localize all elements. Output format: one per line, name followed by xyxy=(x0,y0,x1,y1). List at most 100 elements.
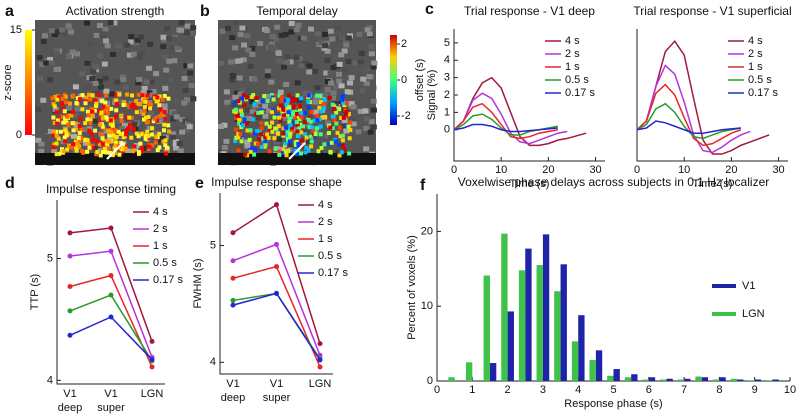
bar xyxy=(501,233,508,381)
activation-voxel xyxy=(83,101,88,106)
colorbar-tick-label: 15 xyxy=(10,24,22,36)
brain-texture xyxy=(305,122,312,128)
brain-texture xyxy=(328,80,335,86)
bar xyxy=(730,378,738,381)
brain-texture xyxy=(53,51,60,57)
x-tick-label: 6 xyxy=(646,384,652,396)
legend-label: 2 s xyxy=(318,216,333,228)
brain-texture xyxy=(338,83,345,89)
bar xyxy=(624,377,632,381)
brain-texture xyxy=(94,90,101,96)
chart-title: Trial response - V1 superficial xyxy=(633,4,791,18)
activation-voxel xyxy=(162,109,167,114)
activation-voxel xyxy=(167,129,172,134)
brain-texture xyxy=(285,142,292,148)
activation-voxel xyxy=(315,113,320,118)
activation-voxel xyxy=(155,118,160,123)
activation-voxel xyxy=(93,128,98,133)
activation-voxel xyxy=(312,118,317,123)
brain-texture xyxy=(355,129,362,135)
activation-voxel xyxy=(153,134,158,139)
activation-voxel xyxy=(54,133,59,138)
brain-texture xyxy=(368,44,375,50)
activation-voxel xyxy=(54,110,59,115)
x-tick-label: 9 xyxy=(752,384,758,396)
brain-texture xyxy=(255,99,262,105)
brain-texture xyxy=(148,111,155,117)
activation-voxel xyxy=(99,110,104,115)
bar xyxy=(518,270,526,381)
panel-letter: a xyxy=(5,3,14,20)
activation-voxel xyxy=(257,129,262,134)
brain-texture xyxy=(171,110,178,116)
activation-voxel xyxy=(136,92,141,97)
brain-texture xyxy=(115,43,122,49)
series-line xyxy=(636,120,741,134)
activation-voxel xyxy=(331,106,336,111)
brain-texture xyxy=(84,60,91,66)
brain-texture xyxy=(104,43,111,49)
brain-texture xyxy=(164,26,171,32)
brain-texture xyxy=(135,80,142,86)
activation-voxel xyxy=(294,111,299,116)
activation-voxel xyxy=(121,135,126,140)
activation-voxel xyxy=(128,122,133,127)
point xyxy=(67,284,73,290)
activation-voxel xyxy=(51,145,56,150)
activation-voxel xyxy=(75,96,80,101)
activation-voxel xyxy=(286,98,291,103)
point xyxy=(149,357,155,363)
brain-texture xyxy=(295,94,302,100)
brain-texture xyxy=(160,34,167,40)
brain-texture xyxy=(344,103,351,109)
brain-texture xyxy=(38,141,45,147)
activation-voxel xyxy=(236,99,241,104)
activation-voxel xyxy=(96,93,101,98)
activation-voxel xyxy=(56,95,61,100)
activation-voxel xyxy=(114,108,119,113)
activation-voxel xyxy=(287,93,292,98)
activation-voxel xyxy=(283,149,288,154)
brain-texture xyxy=(107,20,114,26)
brain-texture xyxy=(170,134,177,140)
activation-voxel xyxy=(333,139,338,144)
brain-texture xyxy=(47,77,54,83)
activation-voxel xyxy=(293,144,298,149)
activation-voxel xyxy=(89,106,94,111)
activation-voxel xyxy=(139,149,144,154)
brain-texture xyxy=(268,79,275,85)
activation-voxel xyxy=(340,97,345,102)
bar xyxy=(748,380,755,381)
y-axis-label: FWHM (s) xyxy=(192,258,204,308)
activation-voxel xyxy=(233,138,238,143)
brain-texture xyxy=(47,56,54,62)
brain-texture xyxy=(277,89,284,95)
brain-texture xyxy=(244,143,251,149)
activation-voxel xyxy=(294,139,299,144)
activation-voxel xyxy=(69,113,74,118)
activation-voxel xyxy=(90,109,95,114)
brain-texture xyxy=(97,53,104,59)
panel-letter: b xyxy=(200,3,210,20)
point xyxy=(274,264,279,270)
activation-voxel xyxy=(80,107,85,112)
activation-voxel xyxy=(287,105,292,110)
brain-texture xyxy=(264,93,271,99)
brain-texture xyxy=(147,97,154,103)
brain-texture xyxy=(70,133,77,139)
bar xyxy=(542,234,550,381)
activation-voxel xyxy=(239,112,244,117)
brain-texture xyxy=(190,25,197,31)
y-tick-label: 20 xyxy=(421,225,433,237)
brain-texture xyxy=(186,124,193,130)
brain-texture xyxy=(343,42,350,48)
activation-voxel xyxy=(249,130,254,135)
brain-texture xyxy=(241,42,248,48)
activation-voxel xyxy=(100,136,105,141)
brain-texture xyxy=(40,39,47,45)
brain-texture xyxy=(84,20,91,26)
brain-texture xyxy=(156,138,163,144)
activation-voxel xyxy=(100,124,105,129)
activation-voxel xyxy=(287,139,292,144)
activation-voxel xyxy=(276,124,281,129)
